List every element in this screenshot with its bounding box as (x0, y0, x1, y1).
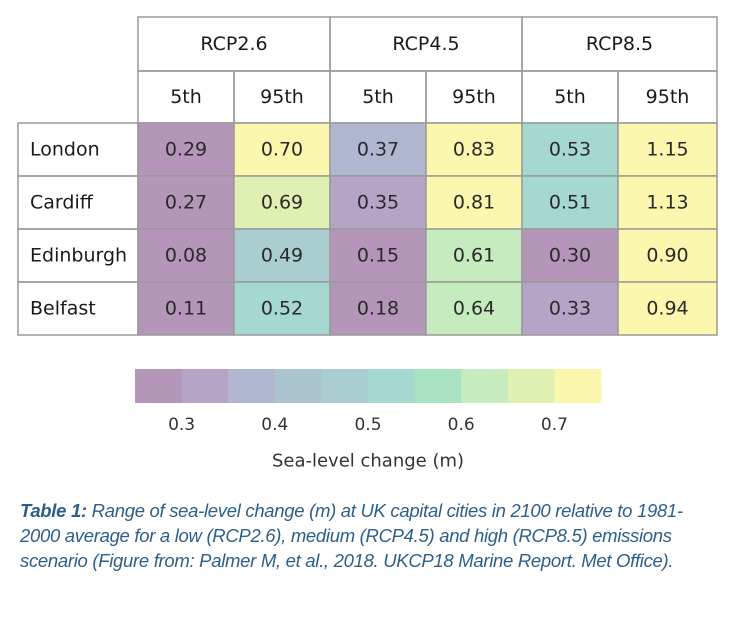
heat-cell-value: 0.08 (165, 245, 207, 267)
city-label: London (30, 139, 100, 161)
heat-cell (329, 281, 427, 336)
heat-cell-value: 0.70 (261, 139, 303, 161)
heat-cell-value: 0.27 (165, 192, 207, 214)
heat-cell (521, 281, 619, 336)
sea-level-table: RCP2.6 RCP4.5 RCP8.5 5th 95th 5th 95th 5th 95th L… (17, 16, 718, 472)
heat-cell (329, 175, 427, 230)
city-label: Cardiff (30, 192, 94, 214)
heat-cell-value: 0.53 (549, 139, 591, 161)
heat-cell (233, 175, 331, 230)
percentile-header-5th: 5th (170, 86, 202, 108)
city-label: Edinburgh (30, 245, 127, 267)
heat-cell-value: 0.69 (261, 192, 303, 214)
heat-cell-value: 0.29 (165, 139, 207, 161)
table-caption: Table 1: Range of sea-level change (m) a… (20, 498, 720, 573)
heat-cell-value: 0.61 (453, 245, 495, 267)
colorbar-tick-label: 0.5 (354, 415, 381, 435)
scenario-header-rcp8-5: RCP8.5 (586, 33, 653, 55)
heat-cell-value: 0.33 (549, 298, 591, 320)
percentile-header-95th: 95th (452, 86, 496, 108)
percentile-header-95th: 95th (646, 86, 690, 108)
heat-cell (617, 122, 718, 177)
heat-cell-value: 0.94 (646, 298, 688, 320)
colorbar-segment (228, 369, 276, 403)
caption-text: Range of sea-level change (m) at UK capi… (20, 500, 683, 571)
heat-cell-value: 0.15 (357, 245, 399, 267)
heat-cell-value: 0.49 (261, 245, 303, 267)
heat-cell (329, 228, 427, 283)
colorbar-tick-label: 0.3 (168, 415, 195, 435)
heat-cell-value: 0.30 (549, 245, 591, 267)
caption-label: Table 1: (20, 500, 87, 521)
percentile-header-95th: 95th (260, 86, 304, 108)
heat-cell (617, 281, 718, 336)
heat-cell (425, 228, 523, 283)
colorbar-tick-label: 0.6 (448, 415, 475, 435)
heat-cell (233, 228, 331, 283)
heat-cell (425, 175, 523, 230)
colorbar-segment (181, 369, 229, 403)
colorbar-segment (368, 369, 416, 403)
heat-cell (137, 281, 235, 336)
heat-cell (137, 228, 235, 283)
heat-cell (617, 175, 718, 230)
percentile-header-5th: 5th (362, 86, 394, 108)
heat-cell-value: 1.13 (646, 192, 688, 214)
colorbar-label: Sea-level change (m) (272, 451, 464, 472)
heat-cell-value: 0.37 (357, 139, 399, 161)
heat-cell-value: 0.11 (165, 298, 207, 320)
heat-cell-value: 0.90 (646, 245, 688, 267)
heat-cell-value: 0.35 (357, 192, 399, 214)
percentile-header-5th: 5th (554, 86, 586, 108)
scenario-header-rcp4-5: RCP4.5 (392, 33, 459, 55)
colorbar-segment (507, 369, 555, 403)
heat-cell-value: 0.81 (453, 192, 495, 214)
colorbar-segment (135, 369, 183, 403)
heat-cell (521, 175, 619, 230)
heat-cell (617, 228, 718, 283)
heat-cell-value: 0.64 (453, 298, 495, 320)
heat-cell-value: 0.52 (261, 298, 303, 320)
colorbar-tick-label: 0.7 (541, 415, 568, 435)
colorbar-segment (554, 369, 602, 403)
heat-cell-value: 0.51 (549, 192, 591, 214)
colorbar-segment (414, 369, 462, 403)
heat-cell-value: 0.18 (357, 298, 399, 320)
colorbar-segment (461, 369, 509, 403)
city-label: Belfast (30, 298, 96, 320)
heat-cell (521, 122, 619, 177)
scenario-header-rcp2-6: RCP2.6 (200, 33, 267, 55)
colorbar-segment (321, 369, 369, 403)
colorbar-segment (274, 369, 322, 403)
heat-cell-value: 0.83 (453, 139, 495, 161)
colorbar-tick-label: 0.4 (261, 415, 288, 435)
heat-cell-value: 1.15 (646, 139, 688, 161)
